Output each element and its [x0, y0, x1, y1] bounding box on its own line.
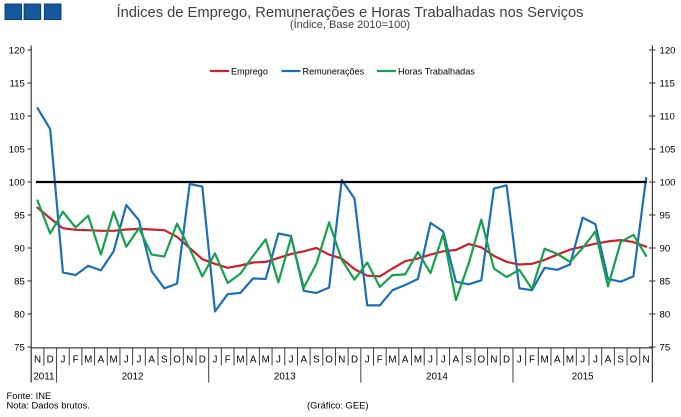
svg-text:Emprego: Emprego	[231, 67, 268, 77]
svg-text:N: N	[643, 355, 650, 366]
svg-text:O: O	[477, 355, 485, 366]
svg-text:N: N	[186, 355, 193, 366]
svg-text:95: 95	[660, 210, 671, 221]
svg-text:J: J	[60, 355, 65, 366]
svg-text:J: J	[276, 355, 281, 366]
svg-text:S: S	[161, 355, 168, 366]
svg-text:M: M	[262, 355, 270, 366]
svg-text:2014: 2014	[426, 372, 448, 383]
svg-text:A: A	[98, 355, 105, 366]
svg-text:J: J	[213, 355, 218, 366]
svg-text:J: J	[124, 355, 129, 366]
svg-text:M: M	[110, 355, 118, 366]
svg-text:M: M	[541, 355, 549, 366]
svg-text:S: S	[617, 355, 624, 366]
svg-text:D: D	[199, 355, 206, 366]
svg-text:O: O	[325, 355, 333, 366]
svg-text:M: M	[388, 355, 396, 366]
svg-text:D: D	[351, 355, 358, 366]
svg-text:J: J	[580, 355, 585, 366]
svg-text:M: M	[414, 355, 422, 366]
svg-text:O: O	[630, 355, 638, 366]
svg-text:A: A	[250, 355, 257, 366]
svg-text:J: J	[428, 355, 433, 366]
svg-text:M: M	[84, 355, 92, 366]
svg-text:F: F	[377, 355, 383, 366]
svg-text:A: A	[301, 355, 308, 366]
svg-text:M: M	[236, 355, 244, 366]
svg-text:85: 85	[14, 276, 25, 287]
svg-text:D: D	[503, 355, 510, 366]
svg-text:2011: 2011	[33, 372, 54, 383]
svg-text:105: 105	[9, 144, 25, 155]
svg-text:115: 115	[660, 78, 675, 89]
svg-text:85: 85	[660, 276, 671, 287]
svg-text:J: J	[517, 355, 522, 366]
svg-text:F: F	[225, 355, 231, 366]
svg-text:F: F	[73, 355, 79, 366]
svg-text:A: A	[605, 355, 612, 366]
svg-text:Horas Trabalhadas: Horas Trabalhadas	[398, 67, 475, 77]
svg-text:120: 120	[660, 45, 676, 56]
svg-text:F: F	[529, 355, 535, 366]
svg-text:115: 115	[10, 78, 25, 89]
svg-text:A: A	[554, 355, 561, 366]
svg-text:J: J	[289, 355, 294, 366]
svg-text:2013: 2013	[274, 372, 296, 383]
svg-text:90: 90	[660, 243, 671, 254]
svg-text:2012: 2012	[122, 372, 144, 383]
svg-text:N: N	[490, 355, 497, 366]
svg-text:95: 95	[14, 210, 25, 221]
svg-text:105: 105	[660, 144, 676, 155]
svg-text:120: 120	[9, 45, 25, 56]
svg-text:N: N	[338, 355, 345, 366]
svg-text:90: 90	[14, 243, 25, 254]
svg-text:100: 100	[660, 177, 676, 188]
svg-text:2015: 2015	[572, 372, 594, 383]
svg-text:D: D	[47, 355, 54, 366]
svg-text:J: J	[593, 355, 598, 366]
svg-text:M: M	[566, 355, 574, 366]
svg-text:75: 75	[660, 342, 671, 353]
svg-text:75: 75	[14, 342, 25, 353]
svg-text:S: S	[313, 355, 320, 366]
svg-text:J: J	[365, 355, 370, 366]
svg-text:(Índice, Base 2010=100): (Índice, Base 2010=100)	[290, 18, 410, 31]
svg-text:A: A	[148, 355, 155, 366]
svg-text:80: 80	[14, 309, 25, 320]
svg-text:Fonte: INE: Fonte: INE	[7, 390, 52, 401]
svg-text:Remunerações: Remunerações	[303, 67, 365, 77]
svg-text:N: N	[34, 355, 41, 366]
svg-text:S: S	[465, 355, 472, 366]
svg-text:O: O	[173, 355, 181, 366]
svg-text:(Gráfico: GEE): (Gráfico: GEE)	[307, 400, 368, 411]
svg-text:80: 80	[660, 309, 671, 320]
svg-text:Nota: Dados brutos.: Nota: Dados brutos.	[7, 400, 90, 411]
svg-text:A: A	[402, 355, 409, 366]
svg-text:100: 100	[9, 177, 25, 188]
svg-text:Índices de Emprego, Remuneraçõ: Índices de Emprego, Remunerações e Horas…	[117, 4, 584, 21]
svg-text:A: A	[453, 355, 460, 366]
svg-text:J: J	[441, 355, 446, 366]
svg-text:J: J	[137, 355, 142, 366]
svg-text:110: 110	[10, 111, 25, 122]
svg-text:110: 110	[660, 111, 675, 122]
